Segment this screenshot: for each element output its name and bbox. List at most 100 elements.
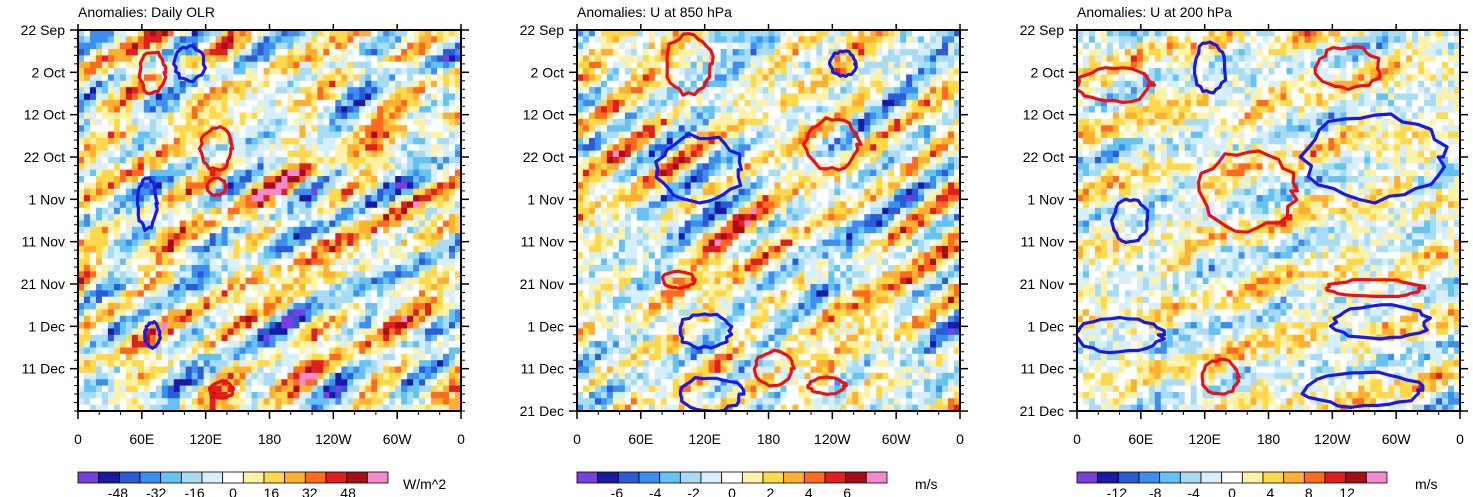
heat-cell <box>906 68 913 76</box>
heat-cell <box>371 106 378 114</box>
heat-cell <box>101 30 109 37</box>
heat-cell <box>113 87 121 95</box>
heat-cell <box>323 258 330 266</box>
heat-cell <box>582 99 590 107</box>
colorbar-label: 32 <box>302 485 318 497</box>
heat-cell <box>107 264 115 272</box>
heat-cell <box>317 61 324 69</box>
heat-cell <box>191 150 199 158</box>
heat-cell <box>179 207 187 215</box>
heat-cell <box>323 296 330 304</box>
heat-cell <box>137 296 145 304</box>
heat-cell <box>864 87 871 95</box>
heat-cell <box>882 80 889 88</box>
heat-cell <box>425 347 432 355</box>
heat-cell <box>311 271 318 279</box>
heat-cell <box>684 93 692 101</box>
heat-cell <box>185 61 193 69</box>
heat-cell <box>89 385 97 393</box>
heat-cell <box>269 372 277 380</box>
heat-cell <box>335 157 342 164</box>
heat-cell <box>78 195 85 203</box>
heat-cell <box>431 169 438 177</box>
heat-cell <box>455 36 461 44</box>
heat-cell <box>389 245 396 253</box>
heat-cell <box>167 391 175 399</box>
heat-cell <box>341 296 348 304</box>
heat-cell <box>203 296 211 304</box>
heat-cell <box>654 80 662 88</box>
heat-cell <box>161 366 169 374</box>
heat-cell <box>642 42 650 50</box>
heat-cell <box>257 233 265 241</box>
heat-cell <box>143 353 151 361</box>
heat-cell <box>744 61 752 69</box>
heat-cell <box>642 61 650 69</box>
heat-cell <box>648 68 656 76</box>
heat-cell <box>191 169 199 177</box>
heat-cell <box>95 106 103 114</box>
heat-cell <box>630 68 638 76</box>
heat-cell <box>684 87 692 95</box>
heat-cell <box>359 125 366 133</box>
heat-cell <box>191 87 199 95</box>
heat-cell <box>347 163 354 171</box>
heat-cell <box>131 360 139 368</box>
heat-cell <box>263 341 271 349</box>
heat-cell <box>203 188 211 196</box>
heat-cell <box>155 284 163 291</box>
heat-cell <box>359 245 366 253</box>
heat-cell <box>311 366 318 374</box>
heat-cell <box>636 74 644 82</box>
heat-cell <box>251 49 259 56</box>
heat-cell <box>455 87 461 95</box>
heat-cell <box>215 303 223 310</box>
heat-cell <box>143 61 151 69</box>
heat-cell <box>203 176 211 183</box>
heat-cell <box>323 61 330 69</box>
heat-cell <box>930 93 937 101</box>
heat-cell <box>119 188 127 196</box>
heat-cell <box>78 315 85 323</box>
heat-cell <box>353 398 360 406</box>
heat-cell <box>95 233 103 241</box>
heat-cell <box>179 277 187 285</box>
heat-cell <box>107 353 115 361</box>
heat-cell <box>455 398 461 406</box>
heat-cell <box>161 379 169 387</box>
heat-cell <box>624 99 632 107</box>
heat-cell <box>293 391 301 399</box>
heat-cell <box>305 233 312 241</box>
heat-cell <box>419 42 426 50</box>
heat-cell <box>317 284 324 291</box>
heat-cell <box>906 55 913 63</box>
heat-cell <box>161 157 169 164</box>
heat-cell <box>642 106 650 114</box>
heat-cell <box>648 30 656 37</box>
heat-cell <box>167 220 175 228</box>
heat-cell <box>317 404 324 411</box>
heat-cell <box>666 93 674 101</box>
heat-cell <box>449 258 456 266</box>
heat-cell <box>846 93 853 101</box>
heat-cell <box>329 74 336 82</box>
heat-cell <box>401 328 408 336</box>
heat-cell <box>359 93 366 101</box>
heat-cell <box>155 303 163 310</box>
heat-cell <box>588 42 596 50</box>
heat-cell <box>359 112 366 120</box>
heat-cell <box>78 99 85 107</box>
heat-cell <box>257 290 265 298</box>
heat-cell <box>275 87 283 95</box>
heat-cell <box>437 296 444 304</box>
heat-cell <box>263 245 271 253</box>
heat-cell <box>305 341 312 349</box>
heat-cell <box>804 74 811 82</box>
heat-cell <box>78 347 85 355</box>
heat-cell <box>143 284 151 291</box>
heat-cell <box>89 258 97 266</box>
heat-cell <box>251 80 259 88</box>
heat-cell <box>341 347 348 355</box>
heat-cell <box>377 334 384 342</box>
heat-cell <box>251 245 259 253</box>
